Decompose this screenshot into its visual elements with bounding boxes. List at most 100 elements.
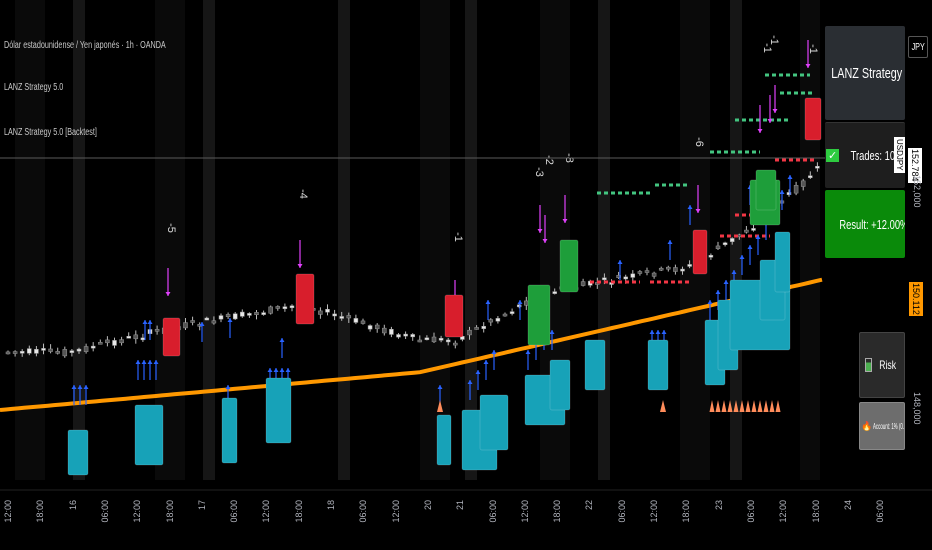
candle-body (552, 291, 557, 294)
tp-marker (437, 400, 443, 412)
symbol-tag: JPY (908, 36, 928, 58)
candle-body (481, 326, 486, 329)
candle-body (687, 264, 692, 267)
candle-body (346, 315, 352, 319)
long-arrow-head (71, 385, 77, 389)
risk-label: Risk (879, 358, 896, 372)
candle-body (247, 313, 252, 316)
indicator-legend-2[interactable]: LANZ Strategy 5.0 [Backtest] (4, 127, 97, 138)
long-arrow-head (141, 360, 147, 364)
check-icon: ✓ (826, 149, 840, 162)
trades-label: Trades: 10 (850, 148, 896, 163)
candle-body (112, 340, 117, 346)
ema-line (0, 277, 823, 412)
time-axis-label: 06:00 (616, 500, 627, 523)
panel-title: LANZ Strategy 5.0 (831, 64, 905, 82)
candle-body (623, 276, 628, 280)
time-axis-label: 12:00 (132, 500, 143, 523)
long-arrow-head (142, 320, 148, 324)
winning-trade-box (559, 239, 579, 293)
winning-trade-box (755, 169, 777, 211)
short-arrow-head (767, 119, 773, 123)
signal-label: -6 (693, 137, 705, 147)
long-entry-box (647, 339, 669, 391)
short-entry-box (444, 294, 464, 338)
long-entry-box (436, 414, 452, 466)
candle-body (417, 339, 423, 343)
candle-body (268, 306, 273, 314)
time-axis-label: 18 (326, 500, 336, 511)
candle-body (232, 313, 238, 320)
long-arrow-head (739, 255, 745, 259)
session-band (465, 0, 477, 480)
candle-body (708, 255, 714, 258)
session-band (800, 0, 820, 480)
short-arrow-head (165, 292, 171, 296)
result-label: Result: +12.00% (839, 216, 905, 232)
indicator-legend-1[interactable]: LANZ Strategy 5.0 (4, 82, 64, 93)
candle-body (431, 336, 437, 343)
long-arrow-head (723, 280, 729, 284)
candle-body (367, 325, 373, 330)
signal-label: -5 (165, 223, 177, 233)
candle-body (474, 327, 479, 330)
candle-body (410, 334, 415, 338)
candle-body (808, 175, 813, 178)
candle-body (396, 334, 401, 338)
time-axis-label: 12:00 (390, 500, 401, 523)
winning-trade-box (527, 284, 551, 346)
candle-body (34, 349, 39, 354)
long-arrow-head (199, 322, 205, 326)
signal-label: -1 (452, 232, 464, 242)
strategy-title-panel: ⚡ LANZ Strategy 5.0 (825, 26, 905, 120)
candle-body (438, 337, 444, 341)
short-arrow-head (805, 64, 811, 68)
time-axis-label: 12:00 (649, 500, 659, 523)
candle-body (62, 349, 68, 357)
symbol-legend[interactable]: Dólar estadounidense / Yen japonés · 1h … (4, 40, 166, 51)
ema-polyline (0, 277, 823, 412)
tp-marker (715, 400, 721, 412)
candle-body (76, 348, 82, 352)
long-arrow-head (135, 360, 141, 364)
candle-body (133, 334, 139, 340)
tp-marker (727, 400, 733, 412)
long-entry-box (549, 359, 571, 411)
short-entry-box (295, 273, 315, 325)
long-arrow-head (147, 360, 153, 364)
candle-body (90, 345, 96, 349)
account-panel: 🔥 Account: 1% (0.1% Lots (859, 402, 905, 450)
long-arrow-head (779, 190, 785, 194)
time-axis-label: 12:00 (3, 500, 13, 523)
long-arrow-head (525, 350, 531, 354)
long-entry-box (221, 397, 238, 464)
time-axis-label: 16 (67, 500, 78, 511)
long-arrow-head (483, 360, 489, 364)
candle-body (815, 165, 820, 169)
candle-body (55, 351, 60, 354)
short-arrow-head (537, 229, 543, 233)
long-entry-box (265, 377, 292, 444)
long-arrow-head (649, 330, 655, 334)
long-arrow-head (147, 320, 153, 324)
tp-marker (751, 400, 757, 412)
session-band (15, 0, 45, 480)
current-pair-tag: USDJPY (894, 137, 905, 173)
time-axis-label: 06:00 (875, 500, 886, 523)
candle-body (644, 270, 650, 273)
long-entry-box (584, 339, 606, 391)
long-arrow-head (661, 330, 667, 334)
candle-body (12, 351, 18, 354)
candle-body (403, 333, 408, 337)
candle-body (225, 314, 231, 317)
current-price-tag: 152.784 (908, 148, 922, 183)
long-arrow-head (687, 205, 693, 209)
candle-body (325, 309, 330, 313)
candle-body (19, 351, 25, 354)
signal-label: -2 (543, 155, 555, 165)
long-arrow-head (475, 370, 481, 374)
long-entry-box (134, 404, 164, 466)
time-axis-label: 12:00 (519, 500, 530, 523)
long-arrow-head (279, 338, 285, 342)
